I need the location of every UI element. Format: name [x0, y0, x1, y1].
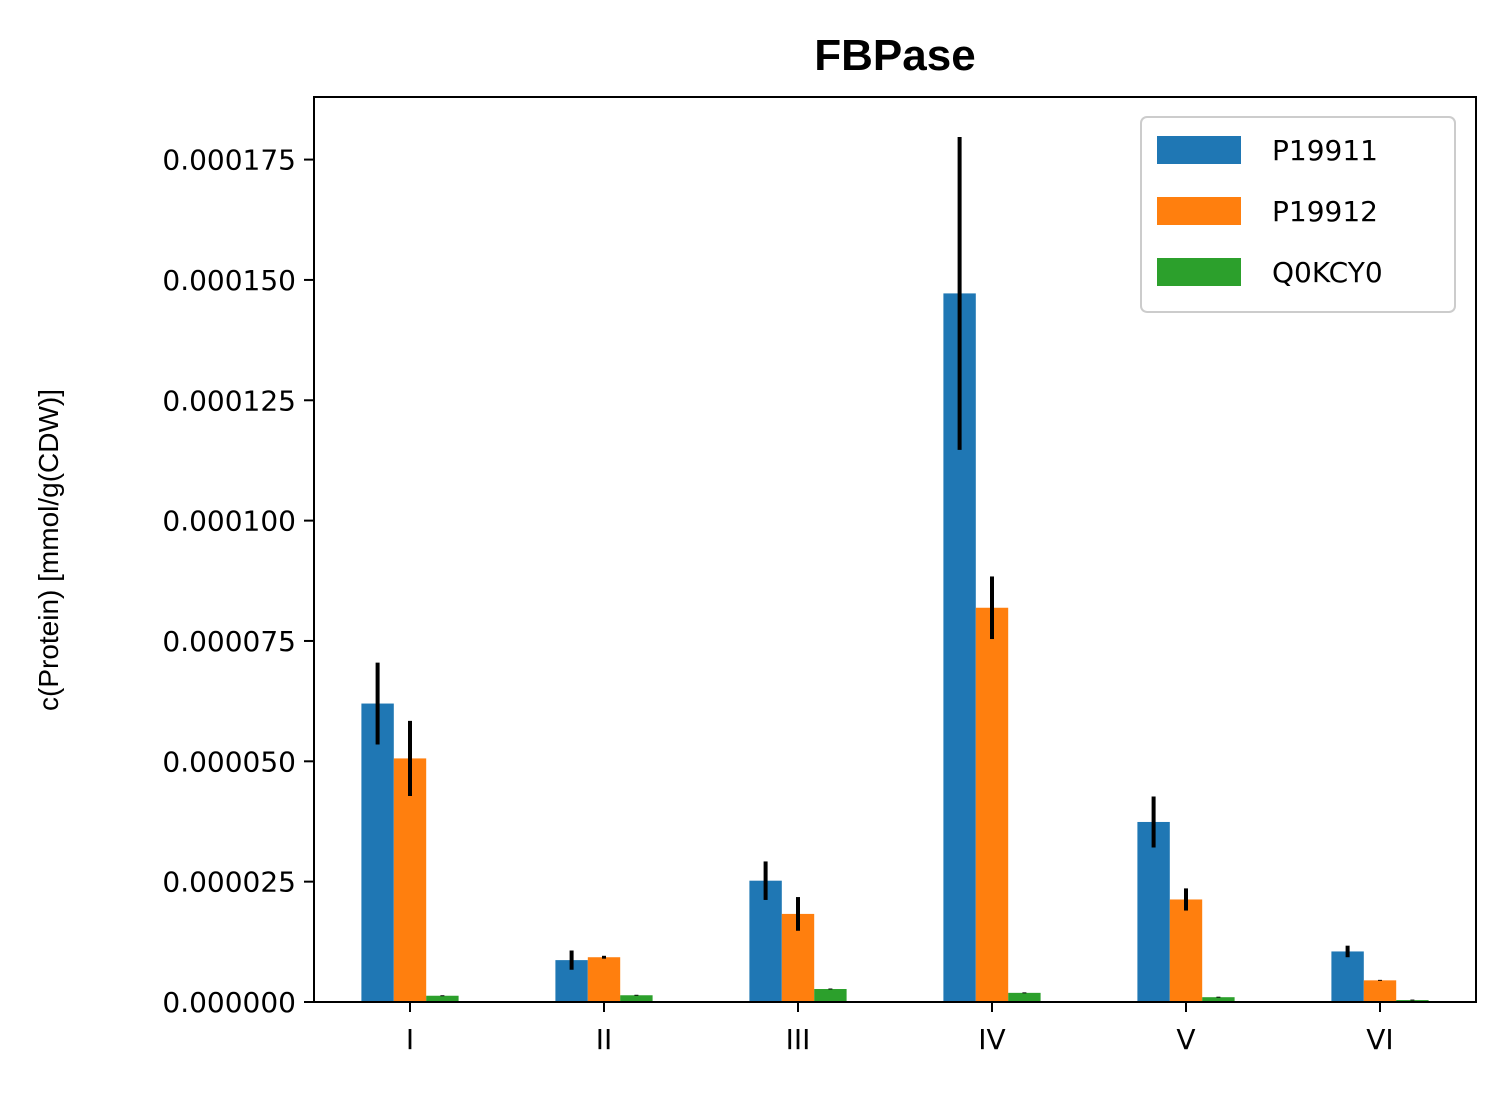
- y-tick-label: 0.000025: [162, 866, 296, 899]
- y-tick-label: 0.000100: [162, 505, 296, 538]
- y-tick-label: 0.000075: [162, 625, 296, 658]
- bar-P19912-VI: [1363, 980, 1397, 1002]
- plot-frame: [313, 96, 1477, 1003]
- y-axis: 0.000000 0.000025 0.000050 0.000075 0.000100…: [162, 144, 314, 1019]
- bar-Q0KCY0-V: [1202, 997, 1235, 1002]
- bars-layer: [361, 293, 1429, 1002]
- legend-swatch-Q0KCY0: [1157, 258, 1241, 286]
- x-tick-label: IV: [978, 1023, 1005, 1056]
- chart-title: FBPase: [814, 31, 975, 80]
- y-tick-label: 0.000000: [162, 986, 296, 1019]
- legend: P19911 P19912 Q0KCY0: [1140, 116, 1456, 313]
- bar-Q0KCY0-IV: [1008, 992, 1041, 1002]
- bar-P19912-V: [1169, 899, 1203, 1002]
- legend-swatch-P19911: [1157, 136, 1241, 164]
- bar-P19911-V: [1137, 821, 1170, 1002]
- bar-Q0KCY0-I: [426, 995, 459, 1002]
- bar-P19912-I: [393, 758, 427, 1002]
- y-tick-label: 0.000125: [162, 384, 296, 417]
- bar-Q0KCY0-II: [620, 995, 653, 1002]
- x-tick-label: VI: [1366, 1023, 1393, 1056]
- x-tick-label: II: [596, 1023, 613, 1056]
- y-tick-label: 0.000050: [162, 745, 296, 778]
- bar-P19911-VI: [1331, 951, 1364, 1002]
- legend-label-P19911: P19911: [1272, 134, 1378, 167]
- legend-label-P19912: P19912: [1272, 195, 1378, 228]
- y-tick-label: 0.000175: [162, 144, 296, 177]
- bar-Q0KCY0-III: [814, 989, 847, 1002]
- x-tick-label: III: [786, 1023, 811, 1056]
- y-axis-label: c(Protein) [mmol/g(CDW)]: [33, 389, 64, 711]
- x-tick-label: I: [406, 1023, 414, 1056]
- legend-label-Q0KCY0: Q0KCY0: [1272, 256, 1383, 289]
- error-bars-layer: [375, 136, 1415, 1001]
- y-tick-label: 0.000150: [162, 264, 296, 297]
- bar-P19911-I: [361, 703, 394, 1002]
- x-axis: I II III IV V VI: [406, 1002, 1394, 1056]
- bar-P19911-III: [749, 880, 782, 1002]
- x-tick-label: V: [1176, 1023, 1195, 1056]
- legend-swatch-P19912: [1157, 197, 1241, 225]
- bar-P19912-II: [587, 957, 621, 1002]
- bar-P19912-IV: [975, 607, 1009, 1002]
